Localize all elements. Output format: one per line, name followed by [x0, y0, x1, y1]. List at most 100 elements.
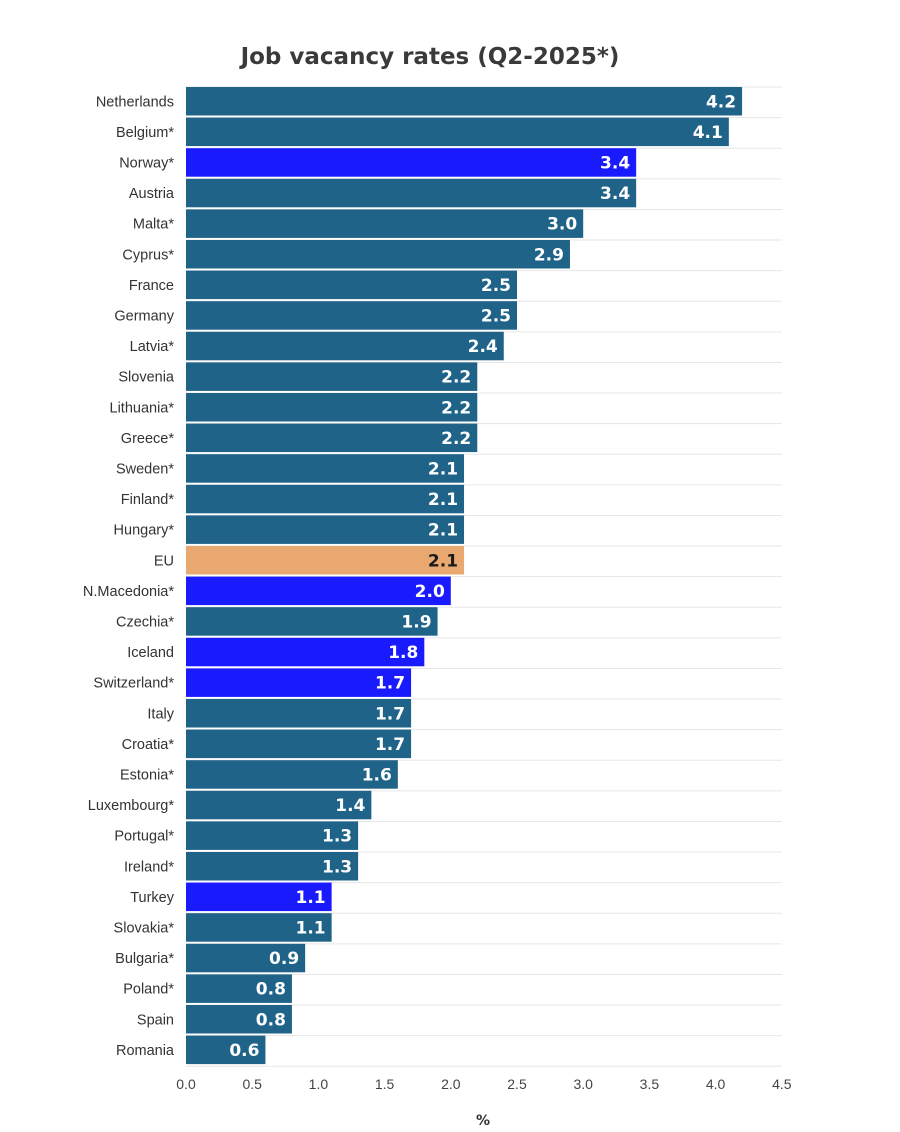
category-label: Malta* [133, 217, 174, 233]
category-label: Romania [116, 1043, 175, 1059]
category-label: Switzerland* [93, 676, 174, 692]
value-label: 3.0 [547, 215, 577, 235]
bar-france [186, 270, 517, 300]
value-label: 2.5 [481, 306, 511, 326]
bar-estonia [186, 760, 398, 789]
value-label: 1.7 [375, 674, 405, 694]
category-label: France [129, 278, 174, 294]
bar-poland [186, 974, 292, 1003]
bar-portugal [186, 821, 359, 850]
category-label: N.Macedonia* [83, 584, 174, 600]
bar-luxembourg [186, 790, 372, 820]
category-label: Finland* [121, 492, 175, 508]
value-label: 0.8 [256, 1010, 286, 1030]
bar-belgium [186, 117, 729, 147]
x-axis-label: % [476, 1113, 490, 1127]
value-label: 2.1 [428, 551, 458, 571]
bar-germany [186, 301, 517, 330]
value-label: 1.1 [296, 888, 326, 908]
category-label: Poland* [123, 982, 174, 998]
category-label: Slovakia* [114, 920, 175, 936]
category-label: Portugal* [114, 829, 174, 845]
category-label: Greece* [121, 431, 175, 447]
bar-croatia [186, 729, 412, 759]
x-tick-label: 3.5 [640, 1076, 660, 1092]
bar-czechia [186, 607, 438, 636]
x-tick-label: 2.0 [441, 1076, 461, 1092]
value-label: 2.2 [441, 429, 471, 449]
value-label: 1.7 [375, 735, 405, 755]
bar-netherlands [186, 87, 743, 116]
x-tick-label: 1.5 [375, 1076, 395, 1092]
value-label: 2.1 [428, 521, 458, 541]
bar-finland [186, 484, 465, 514]
category-label: Ireland* [124, 859, 174, 875]
value-label: 2.9 [534, 245, 564, 265]
x-tick-label: 4.0 [706, 1076, 726, 1092]
bar-greece [186, 423, 478, 453]
category-label: Luxembourg* [88, 798, 175, 814]
category-label: Cyprus* [122, 247, 174, 263]
value-label: 2.1 [428, 490, 458, 510]
value-label: 1.3 [322, 857, 352, 877]
value-label: 1.3 [322, 827, 352, 847]
value-label: 1.6 [362, 765, 392, 785]
value-label: 2.5 [481, 276, 511, 296]
value-label: 2.2 [441, 398, 471, 418]
value-label: 1.1 [296, 918, 326, 938]
category-label: Latvia* [130, 339, 175, 355]
bar-hungary [186, 515, 465, 544]
bar-nmacedonia [186, 576, 451, 606]
bar-italy [186, 699, 412, 728]
value-label: 1.4 [335, 796, 365, 816]
category-label: Austria [129, 186, 175, 202]
value-label: 4.2 [706, 92, 736, 112]
bar-lithuania [186, 393, 478, 422]
category-label: Germany [114, 308, 174, 324]
bar-bulgaria [186, 943, 306, 973]
category-label: Hungary* [114, 523, 175, 539]
x-tick-label: 2.5 [507, 1076, 527, 1092]
category-label: Croatia* [122, 737, 175, 753]
value-label: 2.4 [468, 337, 498, 357]
bars: 4.2 4.1 3.4 3.4 3.0 2.9 2.5 2.5 2.4 2.2 2.2 2.2 2.1 2… [186, 87, 743, 1065]
category-label: Spain [137, 1012, 174, 1028]
bar-turkey [186, 882, 332, 912]
category-label: Iceland [127, 645, 174, 661]
bar-eu [186, 546, 465, 575]
bar-slovakia [186, 913, 332, 942]
value-label: 1.7 [375, 704, 405, 724]
category-label: Turkey [130, 890, 175, 906]
category-label: Belgium* [116, 125, 174, 141]
value-label: 0.6 [229, 1041, 259, 1061]
bar-cyprus [186, 240, 570, 269]
x-tick-label: 3.0 [573, 1076, 593, 1092]
value-label: 0.9 [269, 949, 299, 969]
bar-romania [186, 1035, 266, 1065]
category-labels: Netherlands Belgium* Norway* Austria Malta* C… [83, 94, 175, 1059]
bar-austria [186, 178, 637, 208]
bar-norway [186, 148, 637, 177]
bar-spain [186, 1005, 292, 1034]
category-label: EU [154, 553, 174, 569]
category-label: Lithuania* [110, 400, 175, 416]
bar-latvia [186, 331, 504, 361]
bar-switzerland [186, 668, 412, 697]
category-label: Italy [147, 706, 174, 722]
value-label: 3.4 [600, 184, 630, 204]
value-label: 4.1 [693, 123, 723, 143]
x-tick-label: 0.5 [242, 1076, 262, 1092]
category-label: Netherlands [96, 94, 174, 110]
category-label: Czechia* [116, 614, 174, 630]
x-axis-ticks: 0.0 0.5 1.0 1.5 2.0 2.5 3.0 3.5 4.0 4.5 [176, 1076, 791, 1092]
chart-title: Job vacancy rates (Q2-2025*) [239, 44, 620, 70]
value-label: 1.8 [388, 643, 418, 663]
x-tick-label: 1.0 [309, 1076, 329, 1092]
category-label: Sweden* [116, 461, 174, 477]
category-label: Norway* [119, 155, 174, 171]
x-tick-label: 0.0 [176, 1076, 196, 1092]
value-label: 2.0 [415, 582, 445, 602]
value-label: 2.2 [441, 368, 471, 388]
bar-malta [186, 209, 584, 238]
